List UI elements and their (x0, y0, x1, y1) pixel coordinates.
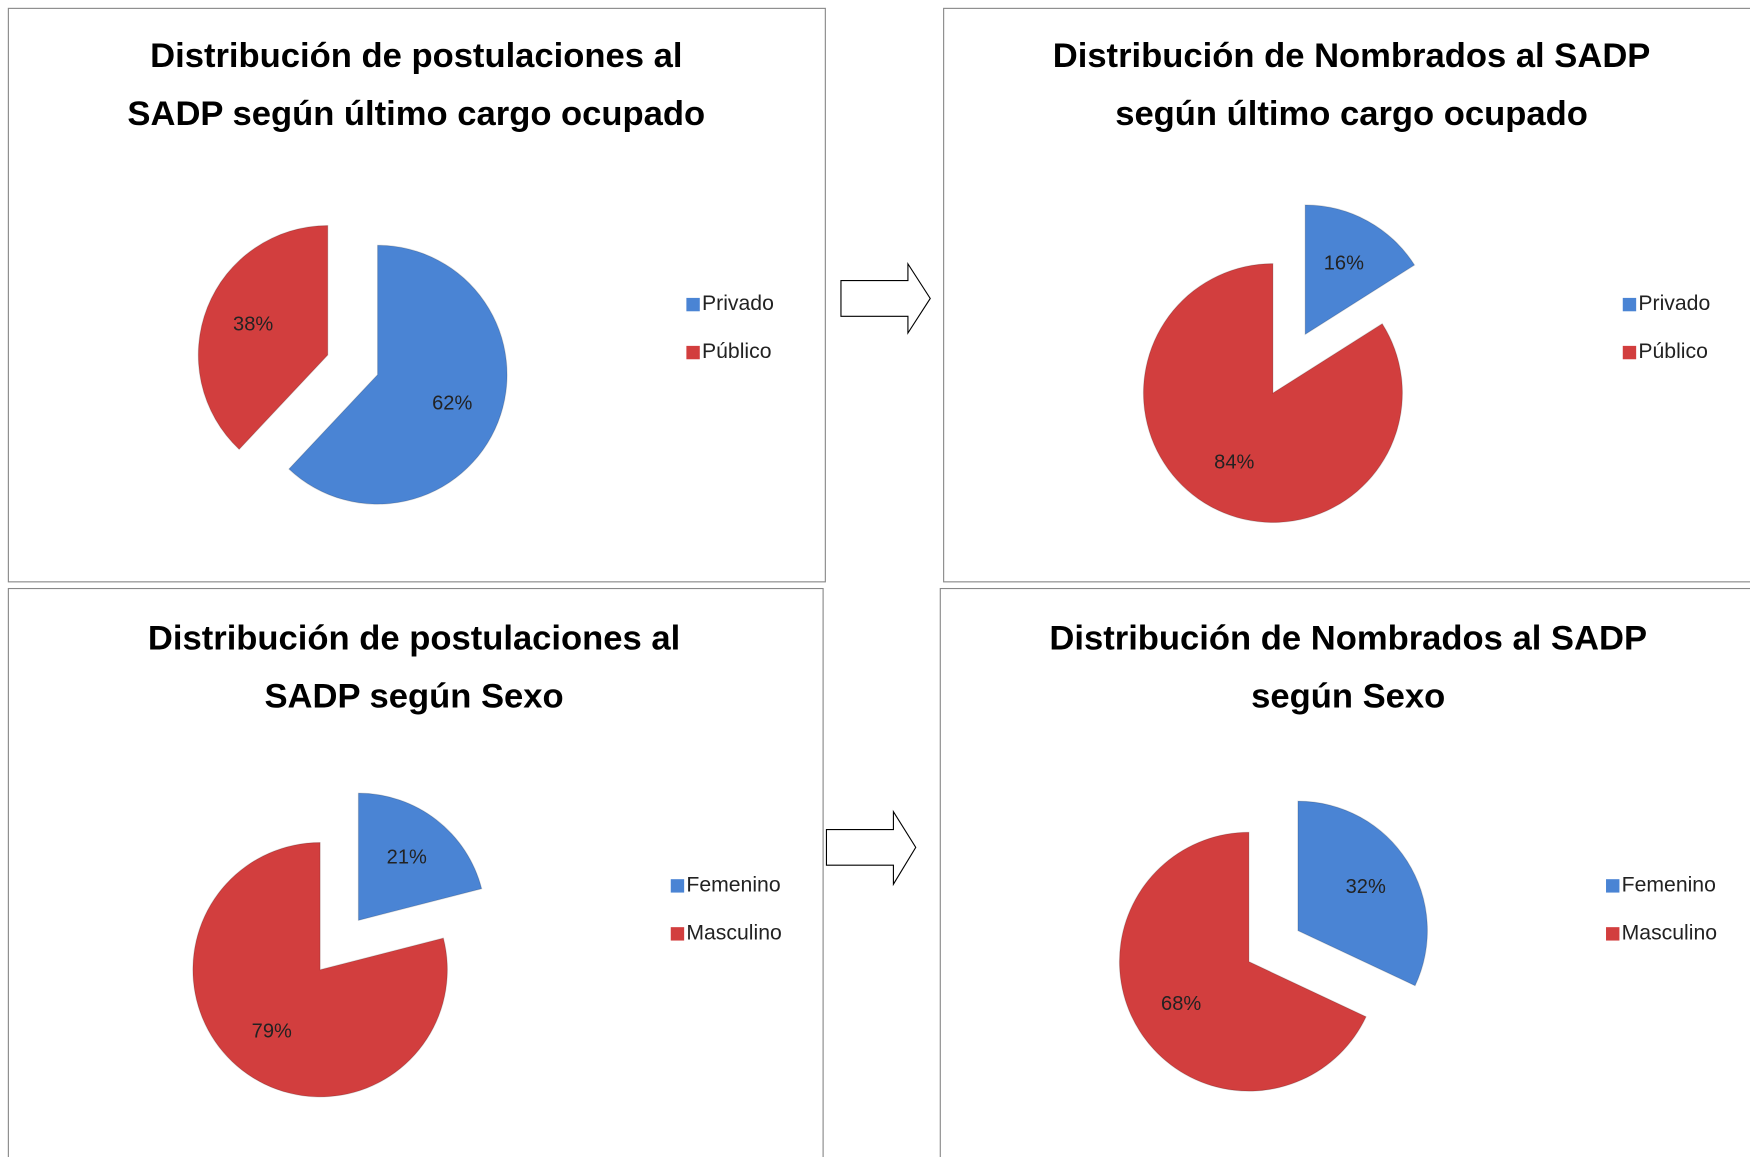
chart-title: SADP según Sexo (264, 678, 563, 716)
pie-slice (1304, 204, 1416, 336)
pie-slice (357, 792, 483, 922)
panel (943, 7, 1750, 583)
legend-swatch (670, 927, 685, 941)
data-label: 38% (233, 314, 273, 336)
legend-swatch (670, 879, 685, 893)
legend-swatch (1606, 879, 1620, 893)
data-label: 32% (1346, 876, 1386, 898)
chart-title: según Sexo (1251, 678, 1445, 716)
chart-title: según último cargo ocupado (1115, 95, 1588, 133)
pie-slice (192, 841, 448, 1098)
arrow (825, 809, 917, 887)
chart-title: Distribución de postulaciones al (148, 620, 680, 658)
chart-title: Distribución de postulaciones al (150, 37, 682, 75)
legend-label: Público (702, 340, 772, 363)
chart-title: Distribución de Nombrados al SADP (1053, 37, 1651, 75)
data-label: 79% (252, 1020, 292, 1042)
pie-slice (1142, 263, 1403, 523)
data-label: 16% (1324, 252, 1364, 274)
data-label: 62% (432, 393, 472, 415)
legend-label: Femenino (686, 873, 780, 896)
data-label: 21% (387, 846, 427, 868)
legend-label: Público (1638, 340, 1708, 363)
chart-title: Distribución de Nombrados al SADP (1049, 620, 1647, 658)
legend-swatch (686, 297, 700, 312)
panel (939, 587, 1750, 1157)
legend-label: Privado (1638, 292, 1710, 315)
panel (7, 7, 826, 583)
legend-swatch (1622, 345, 1637, 360)
legend-label: Femenino (1622, 873, 1716, 896)
legend-label: Privado (702, 292, 774, 315)
data-label: 84% (1214, 452, 1254, 474)
pie-slice (288, 244, 508, 505)
pie-slice (1297, 800, 1428, 987)
arrow (840, 261, 931, 335)
legend-label: Masculino (686, 921, 781, 944)
panel (7, 587, 824, 1157)
legend-label: Masculino (1622, 921, 1717, 944)
pie-slice (197, 225, 329, 451)
chart-title: SADP según último cargo ocupado (127, 95, 705, 133)
legend-swatch (1606, 927, 1620, 941)
legend-swatch (686, 345, 700, 360)
pie-slice (1118, 831, 1367, 1092)
data-label: 68% (1161, 993, 1201, 1015)
legend-swatch (1622, 297, 1637, 312)
